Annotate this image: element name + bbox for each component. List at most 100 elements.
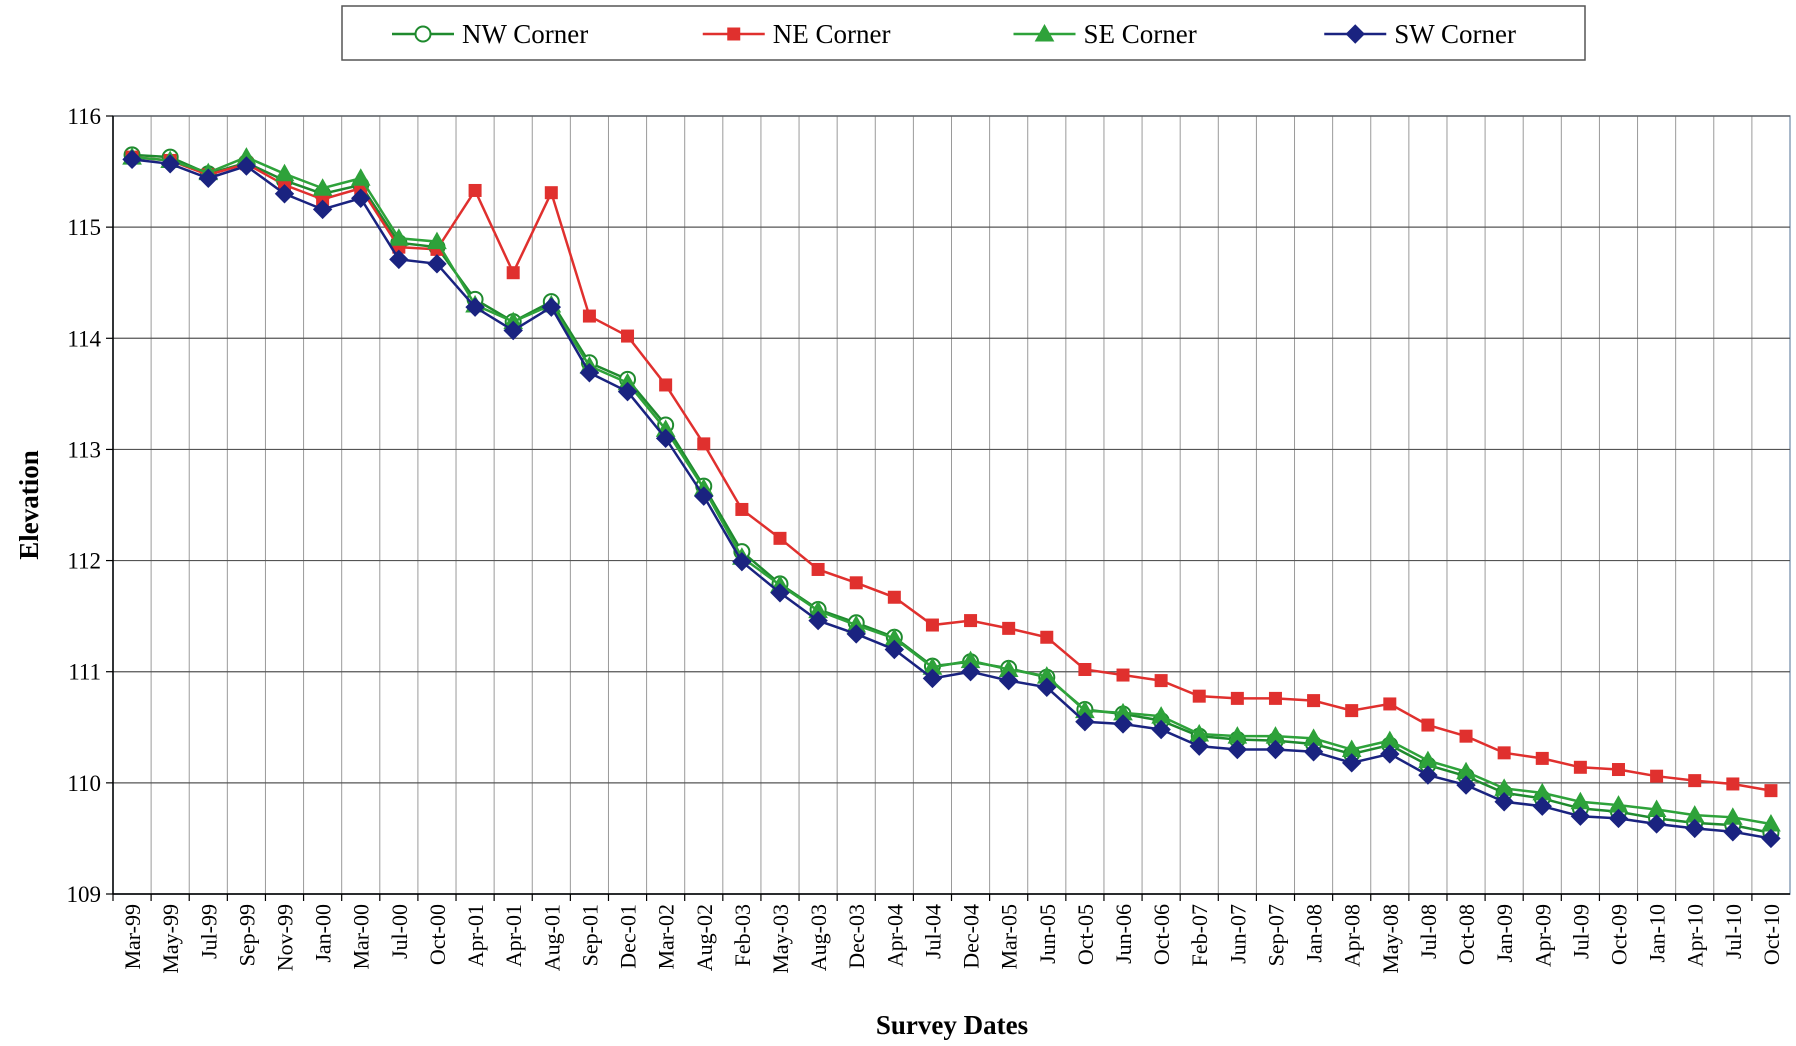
marker (1037, 677, 1057, 697)
marker (414, 25, 432, 43)
marker (1265, 739, 1286, 760)
marker (1459, 729, 1473, 743)
marker (655, 428, 676, 449)
marker (312, 178, 333, 196)
marker (1034, 23, 1055, 42)
x-tick-label: Aug-01 (539, 904, 564, 971)
series-line (131, 155, 1772, 826)
x-tick-label: Mar-00 (349, 904, 374, 970)
marker (1341, 753, 1362, 773)
x-tick-label: Dec-03 (844, 904, 869, 969)
x-tick-label: May-08 (1378, 904, 1403, 974)
marker (846, 624, 866, 644)
x-tick-label: Apr-01 (463, 904, 488, 967)
x-tick-label: Jun-07 (1225, 904, 1250, 964)
marker (198, 168, 218, 188)
x-tick-label: Mar-99 (120, 904, 145, 970)
legend-label: NW Corner (462, 19, 588, 49)
x-tick-label: Oct-06 (1149, 904, 1174, 965)
marker (1307, 694, 1321, 708)
marker (1608, 808, 1629, 829)
x-tick-label: Jan-09 (1492, 904, 1517, 963)
marker (925, 618, 939, 632)
x-tick-label: Oct-08 (1454, 904, 1479, 965)
y-tick-label: 112 (67, 549, 101, 574)
marker (697, 437, 711, 451)
x-tick-label: Apr-09 (1530, 904, 1555, 967)
x-tick-label: Jan-10 (1645, 904, 1670, 963)
marker (1535, 751, 1549, 765)
x-tick-label: Jun-05 (1035, 904, 1060, 964)
marker (849, 576, 863, 590)
x-tick-label: Sep-01 (577, 904, 602, 966)
marker (1154, 674, 1168, 688)
marker (160, 154, 180, 174)
y-tick-label: 109 (67, 882, 102, 907)
marker (1570, 806, 1591, 826)
x-tick-label: Mar-05 (997, 904, 1022, 970)
marker (1383, 697, 1397, 711)
x-tick-label: Dec-01 (616, 904, 641, 969)
marker (544, 186, 558, 200)
marker (1230, 691, 1244, 705)
marker (1116, 668, 1130, 682)
marker (427, 231, 447, 250)
marker (884, 639, 905, 660)
x-tick-label: May-99 (158, 904, 183, 974)
marker (1078, 662, 1092, 676)
x-tick-label: Jul-10 (1721, 904, 1746, 959)
marker (1418, 765, 1438, 785)
marker (1192, 689, 1206, 703)
x-tick-label: Jan-08 (1302, 904, 1327, 963)
x-tick-label: Jul-99 (196, 904, 221, 959)
marker (1573, 760, 1587, 774)
marker (1380, 744, 1400, 764)
x-tick-label: Jul-00 (387, 904, 412, 959)
marker (312, 199, 333, 220)
marker (621, 329, 635, 343)
marker (388, 228, 409, 246)
x-tick-label: Sep-99 (234, 904, 259, 966)
marker (922, 668, 943, 689)
marker (1497, 746, 1511, 760)
x-tick-label: Apr-10 (1683, 904, 1708, 967)
marker (811, 562, 825, 576)
legend-label: NE Corner (773, 19, 891, 49)
marker (773, 531, 787, 545)
marker (1113, 714, 1133, 734)
marker (506, 266, 520, 280)
marker (1723, 822, 1743, 842)
y-tick-label: 111 (68, 660, 101, 685)
marker (1303, 742, 1324, 762)
marker (887, 590, 901, 604)
marker (1345, 24, 1365, 44)
y-tick-label: 110 (67, 771, 101, 796)
marker (1189, 736, 1209, 756)
marker (1646, 814, 1667, 834)
y-tick-label: 113 (67, 437, 101, 462)
x-tick-label: Apr-01 (501, 904, 526, 967)
marker (1075, 712, 1095, 732)
x-tick-label: Aug-03 (806, 904, 831, 971)
x-tick-label: Jul-09 (1568, 904, 1593, 959)
x-tick-label: Dec-04 (959, 904, 984, 969)
marker (1650, 769, 1664, 783)
marker (579, 363, 600, 383)
marker (541, 297, 562, 317)
x-tick-label: May-03 (768, 904, 793, 974)
legend-label: SE Corner (1084, 19, 1197, 49)
y-axis-label: Elevation (14, 450, 44, 560)
x-tick-label: Jun-06 (1111, 904, 1136, 964)
marker (389, 249, 409, 270)
x-tick-label: Apr-04 (882, 904, 907, 967)
x-tick-label: Mar-02 (654, 904, 679, 970)
x-tick-label: Jul-08 (1416, 904, 1441, 959)
marker (1764, 784, 1778, 798)
marker (1227, 739, 1248, 760)
marker (1456, 775, 1476, 795)
marker (1345, 704, 1359, 718)
marker (960, 662, 981, 682)
x-tick-label: Oct-05 (1073, 904, 1098, 965)
x-tick-label: Oct-10 (1759, 904, 1784, 965)
